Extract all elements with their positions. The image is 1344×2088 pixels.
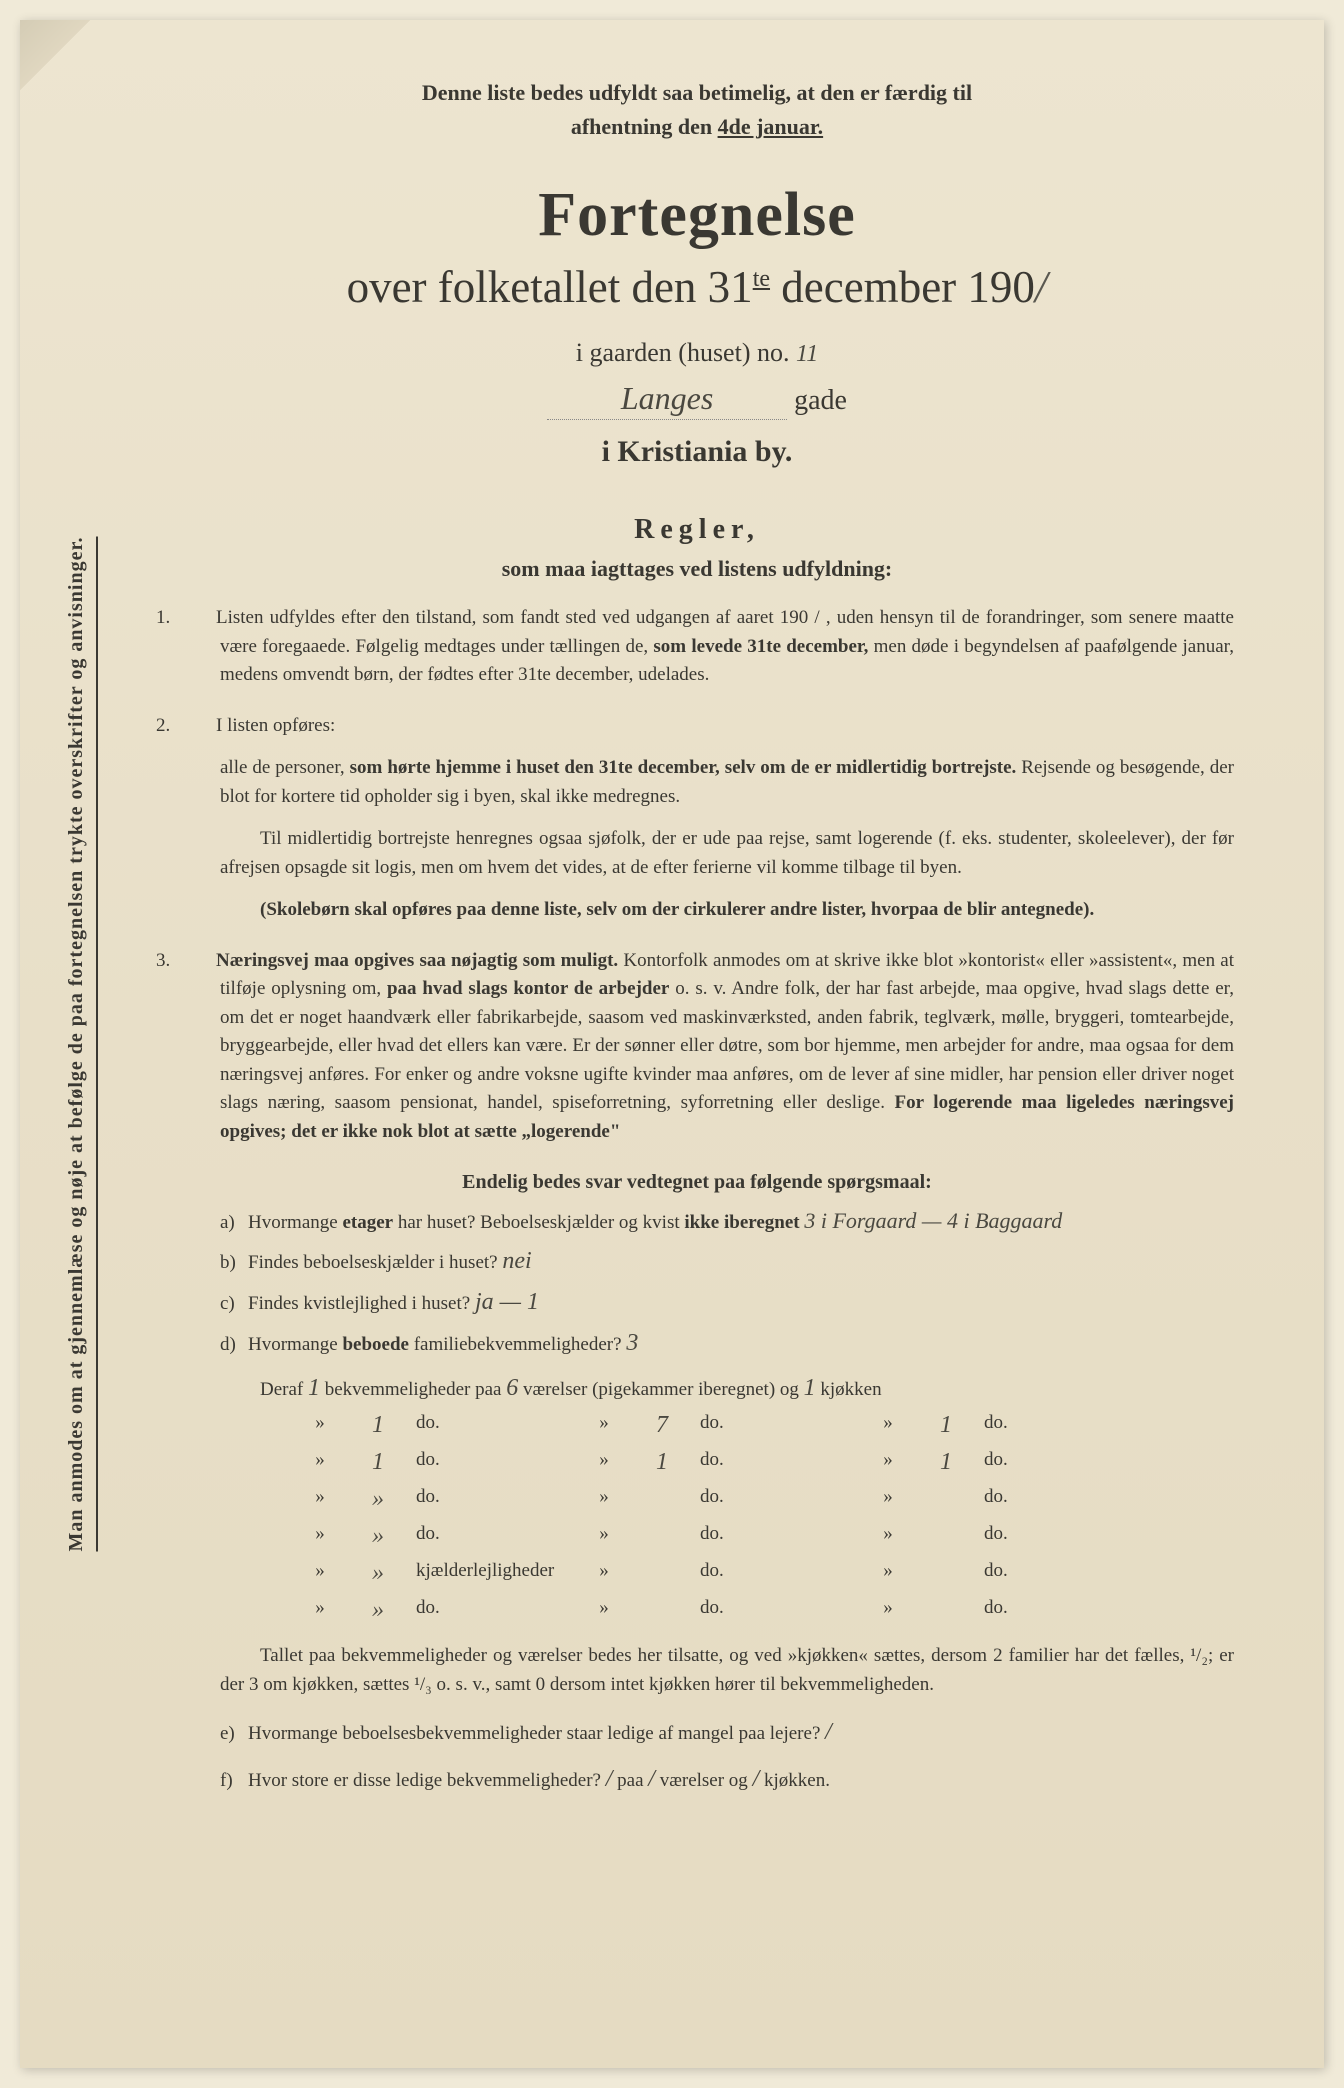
qb-text: Findes beboelseskjælder i huset?	[248, 1252, 498, 1273]
qd-ta: Hvormange	[248, 1334, 342, 1355]
margin-instruction: Man anmodes om at gjennemlæse og nøje at…	[65, 536, 98, 1551]
rule-2-para2: Til midlertidig bortrejste henregnes ogs…	[160, 825, 1234, 882]
deraf-hw1: 1	[308, 1375, 320, 1401]
qf-mid1: paa	[612, 1770, 648, 1791]
qa-answer: 3 i Forgaard — 4 i Baggaard	[804, 1208, 1062, 1233]
table-row: »»do.»do.»do.	[160, 1523, 1234, 1550]
qe-answer: /	[825, 1719, 832, 1745]
question-c: c)Findes kvistlejlighed i huset? ja — 1	[160, 1289, 1234, 1316]
rule-2-body: alle de personer, som hørte hjemme i hus…	[160, 754, 1234, 811]
gade-suffix: gade	[794, 385, 847, 416]
rule-3-num: 3.	[188, 947, 216, 976]
header-line-1: Denne liste bedes udfyldt saa betimelig,…	[160, 80, 1234, 106]
rule-3-a: Næringsvej maa opgives saa nøjagtig som …	[216, 950, 618, 971]
table-row: »1do.»1do.»1do.	[160, 1449, 1234, 1476]
rule-2-num: 2.	[188, 712, 216, 741]
questions-header: Endelig bedes svar vedtegnet paa følgend…	[160, 1171, 1234, 1194]
rule-3-c: paa hvad slags kontor de arbejder	[387, 978, 669, 999]
question-a: a)Hvormange etager har huset? Beboelsesk…	[160, 1208, 1234, 1234]
deraf-hw3: 1	[804, 1375, 816, 1401]
qa-bold2: ikke iberegnet	[684, 1212, 799, 1233]
deraf-line: Deraf 1 bekvemmeligheder paa 6 værelser …	[160, 1375, 1234, 1402]
rules-subtitle: som maa iagttages ved listens udfyldning…	[160, 556, 1234, 582]
qc-text: Findes kvistlejlighed i huset?	[248, 1293, 470, 1314]
deraf-suffix: værelser (pigekammer iberegnet) og	[518, 1379, 803, 1400]
qc-answer: ja — 1	[475, 1289, 539, 1315]
rules-title: Regler,	[160, 514, 1234, 546]
city-line: i Kristiania by.	[160, 435, 1234, 469]
house-number: 11	[796, 341, 818, 367]
qf-text: Hvor store er disse ledige bekvemmelighe…	[248, 1770, 601, 1791]
rule-2-intro-text: I listen opføres:	[216, 715, 335, 736]
question-e: e)Hvormange beboelsesbekvemmeligheder st…	[160, 1719, 1234, 1746]
gaarden-label: i gaarden (huset) no.	[576, 338, 796, 367]
table-row: »1do.»7do.»1do.	[160, 1412, 1234, 1439]
qb-letter: b)	[220, 1252, 248, 1274]
qf-letter: f)	[220, 1770, 248, 1792]
deraf-end: kjøkken	[816, 1379, 882, 1400]
year-handwritten: /	[1035, 262, 1048, 312]
deraf-hw2: 6	[506, 1375, 518, 1401]
question-b: b)Findes beboelseskjælder i huset? nei	[160, 1248, 1234, 1275]
header-date: 4de januar.	[718, 114, 824, 139]
header-prefix: afhentning den	[571, 114, 718, 139]
qd-tb: familiebekvemmeligheder?	[409, 1334, 622, 1355]
qe-text: Hvormange beboelsesbekvemmeligheder staa…	[248, 1723, 820, 1744]
subtitle-ordinal: te	[753, 266, 770, 292]
qd-letter: d)	[220, 1334, 248, 1356]
header-line-2: afhentning den 4de januar.	[160, 114, 1234, 140]
footer-paragraph: Tallet paa bekvemmeligheder og værelser …	[160, 1642, 1234, 1699]
deraf-mid: bekvemmeligheder paa	[320, 1379, 506, 1400]
rule-1-b: som levede 31te december,	[653, 636, 868, 657]
rule-2-intro: 2.I listen opføres:	[160, 712, 1234, 741]
rule-2-a: alle de personer,	[220, 757, 350, 778]
subtitle-prefix: over folketallet den 31	[347, 262, 753, 312]
qa-tb: har huset? Beboelseskjælder og kvist	[393, 1212, 684, 1233]
page-fold	[20, 20, 90, 90]
house-number-line: i gaarden (huset) no. 11	[160, 338, 1234, 368]
qb-answer: nei	[502, 1248, 531, 1274]
question-d: d)Hvormange beboede familiebekvemmelighe…	[160, 1330, 1234, 1357]
street-line: Langes gade	[160, 380, 1234, 420]
qe-letter: e)	[220, 1723, 248, 1745]
qa-letter: a)	[220, 1212, 248, 1234]
qa-bold: etager	[342, 1212, 393, 1233]
rule-3: 3.Næringsvej maa opgives saa nøjagtig so…	[160, 947, 1234, 1147]
main-title: Fortegnelse	[160, 180, 1234, 251]
table-row: »»do.»do.»do.	[160, 1486, 1234, 1513]
qd-answer: 3	[626, 1330, 638, 1356]
rule-1-num: 1.	[188, 604, 216, 633]
qf-mid2: værelser og	[655, 1770, 753, 1791]
table-row: »»do.»do.»do.	[160, 1597, 1234, 1624]
subtitle: over folketallet den 31te december 190/	[160, 261, 1234, 313]
question-f: f)Hvor store er disse ledige bekvemmelig…	[160, 1766, 1234, 1793]
qf-a2: /	[648, 1766, 655, 1792]
qc-letter: c)	[220, 1293, 248, 1315]
subtitle-suffix: december 190	[770, 262, 1035, 312]
qf-end: kjøkken.	[759, 1770, 830, 1791]
rooms-table: »1do.»7do.»1do. »1do.»1do.»1do. »»do.»do.»…	[160, 1412, 1234, 1624]
table-row: »»kjælderlejligheder»do.»do.	[160, 1560, 1234, 1587]
qd-bold: beboede	[342, 1334, 409, 1355]
census-form-page: Man anmodes om at gjennemlæse og nøje at…	[20, 20, 1324, 2068]
rule-2-b: som hørte hjemme i huset den 31te decemb…	[350, 757, 1017, 778]
street-name: Langes	[547, 380, 787, 420]
rule-1: 1.Listen udfyldes efter den tilstand, so…	[160, 604, 1234, 690]
deraf-prefix: Deraf	[260, 1379, 308, 1400]
qa-ta: Hvormange	[248, 1212, 342, 1233]
rule-2-para3: (Skolebørn skal opføres paa denne liste,…	[160, 896, 1234, 925]
